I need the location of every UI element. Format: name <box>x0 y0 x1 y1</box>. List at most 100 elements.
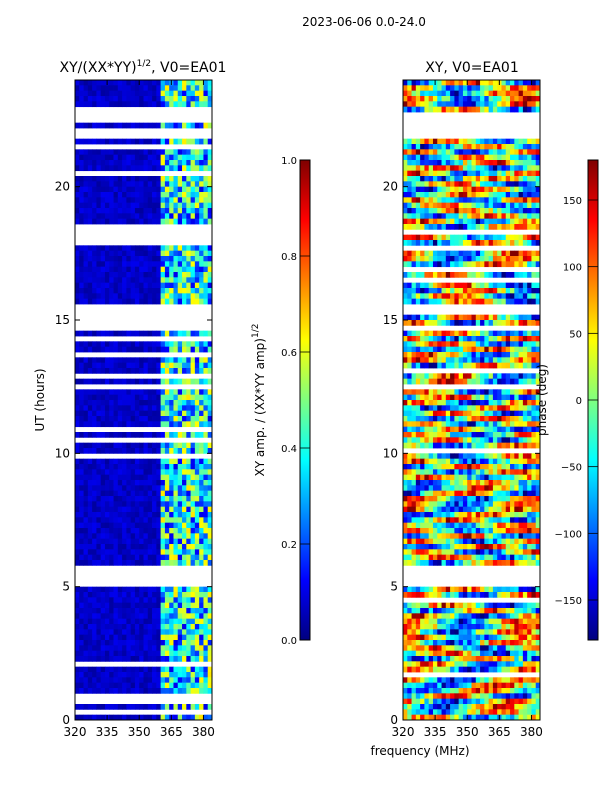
heatmap-cell <box>207 688 213 694</box>
heatmap-cell <box>522 469 528 476</box>
heatmap-cell <box>403 272 408 278</box>
heatmap-cell <box>83 490 89 497</box>
heatmap-cell <box>497 400 502 406</box>
heatmap-cell <box>501 490 507 497</box>
heatmap-cell <box>194 645 200 652</box>
heatmap-cell <box>147 474 153 481</box>
heatmap-cell <box>454 298 460 305</box>
heatmap-cell <box>169 650 174 657</box>
heatmap-cell <box>156 602 162 609</box>
heatmap-cell <box>445 272 451 278</box>
heatmap-cell <box>415 170 421 177</box>
heatmap-cell <box>109 432 114 438</box>
heatmap-cell <box>96 512 102 518</box>
heatmap-cell <box>207 522 213 529</box>
heatmap-cell <box>177 469 183 476</box>
heatmap-cell <box>100 245 106 252</box>
heatmap-cell <box>432 85 438 92</box>
heatmap-cell <box>207 512 213 518</box>
heatmap-cell <box>75 362 80 369</box>
heatmap-cell <box>411 341 417 348</box>
heatmap-cell <box>130 160 136 166</box>
heatmap-cell <box>407 293 412 300</box>
heatmap-cell <box>109 368 114 374</box>
heatmap-cell <box>518 218 524 225</box>
heatmap-cell <box>169 512 174 518</box>
heatmap-cell <box>87 656 93 662</box>
heatmap-cell <box>531 85 537 92</box>
heatmap-cell <box>420 101 425 108</box>
heatmap-cell <box>407 176 412 182</box>
heatmap-cell <box>92 469 97 476</box>
heatmap-cell <box>531 416 537 422</box>
heatmap-cell <box>207 330 213 337</box>
heatmap-cell <box>83 410 89 417</box>
heatmap-cell <box>458 282 464 289</box>
heatmap-cell <box>96 410 102 417</box>
heatmap-cell <box>109 506 114 513</box>
heatmap-cell <box>462 469 468 476</box>
heatmap-cell <box>122 560 127 566</box>
heatmap-cell <box>531 96 537 102</box>
heatmap-cell <box>169 554 174 561</box>
heatmap-cell <box>531 378 537 385</box>
heatmap-cell <box>203 533 209 540</box>
heatmap-cell <box>100 714 106 721</box>
heatmap-cell <box>501 485 507 492</box>
heatmap-cell <box>510 90 515 97</box>
heatmap-cell <box>407 181 412 188</box>
heatmap-cell <box>437 138 442 145</box>
heatmap-cell <box>79 656 84 662</box>
heatmap-cell <box>488 85 494 92</box>
heatmap-cell <box>173 149 179 156</box>
heatmap-cell <box>194 181 200 188</box>
heatmap-cell <box>104 656 110 662</box>
heatmap-cell <box>104 389 110 396</box>
heatmap-cell <box>96 490 102 497</box>
heatmap-cell <box>164 602 170 609</box>
y-tick-label: 10 <box>55 446 70 460</box>
heatmap-cell <box>420 416 425 422</box>
heatmap-cell <box>492 496 498 502</box>
heatmap-cell <box>518 176 524 182</box>
heatmap-cell <box>164 341 170 348</box>
heatmap-cell <box>450 474 455 481</box>
heatmap-cell <box>134 197 140 204</box>
heatmap-cell <box>160 528 166 534</box>
heatmap-cell <box>407 480 412 486</box>
heatmap-cell <box>96 165 102 172</box>
heatmap-cell <box>164 464 170 470</box>
heatmap-cell <box>143 96 149 102</box>
heatmap-cell <box>164 394 170 401</box>
heatmap-cell <box>411 144 417 150</box>
heatmap-cell <box>445 346 451 353</box>
heatmap-cell <box>510 314 515 321</box>
heatmap-cell <box>96 501 102 508</box>
heatmap-cell <box>122 613 127 620</box>
heatmap-cell <box>462 405 468 412</box>
heatmap-cell <box>177 138 183 145</box>
heatmap-cell <box>407 80 412 86</box>
heatmap-cell <box>190 330 196 337</box>
heatmap-cell <box>109 192 114 198</box>
heatmap-cell <box>83 512 89 518</box>
heatmap-cell <box>100 554 106 561</box>
heatmap-cell <box>100 357 106 364</box>
heatmap-cell <box>130 442 136 449</box>
heatmap-cell <box>87 266 93 273</box>
heatmap-cell <box>79 122 84 129</box>
heatmap-cell <box>514 234 519 241</box>
heatmap-cell <box>130 192 136 198</box>
heatmap-cell <box>126 80 132 86</box>
heatmap-cell <box>87 490 93 497</box>
heatmap-cell <box>83 506 89 513</box>
heatmap-cell <box>164 448 170 454</box>
heatmap-cell <box>207 682 213 689</box>
heatmap-cell <box>117 650 123 657</box>
heatmap-cell <box>79 90 84 97</box>
heatmap-cell <box>190 202 196 209</box>
heatmap-cell <box>96 586 102 593</box>
heatmap-cell <box>152 538 157 545</box>
heatmap-cell <box>147 293 153 300</box>
heatmap-cell <box>92 181 97 188</box>
